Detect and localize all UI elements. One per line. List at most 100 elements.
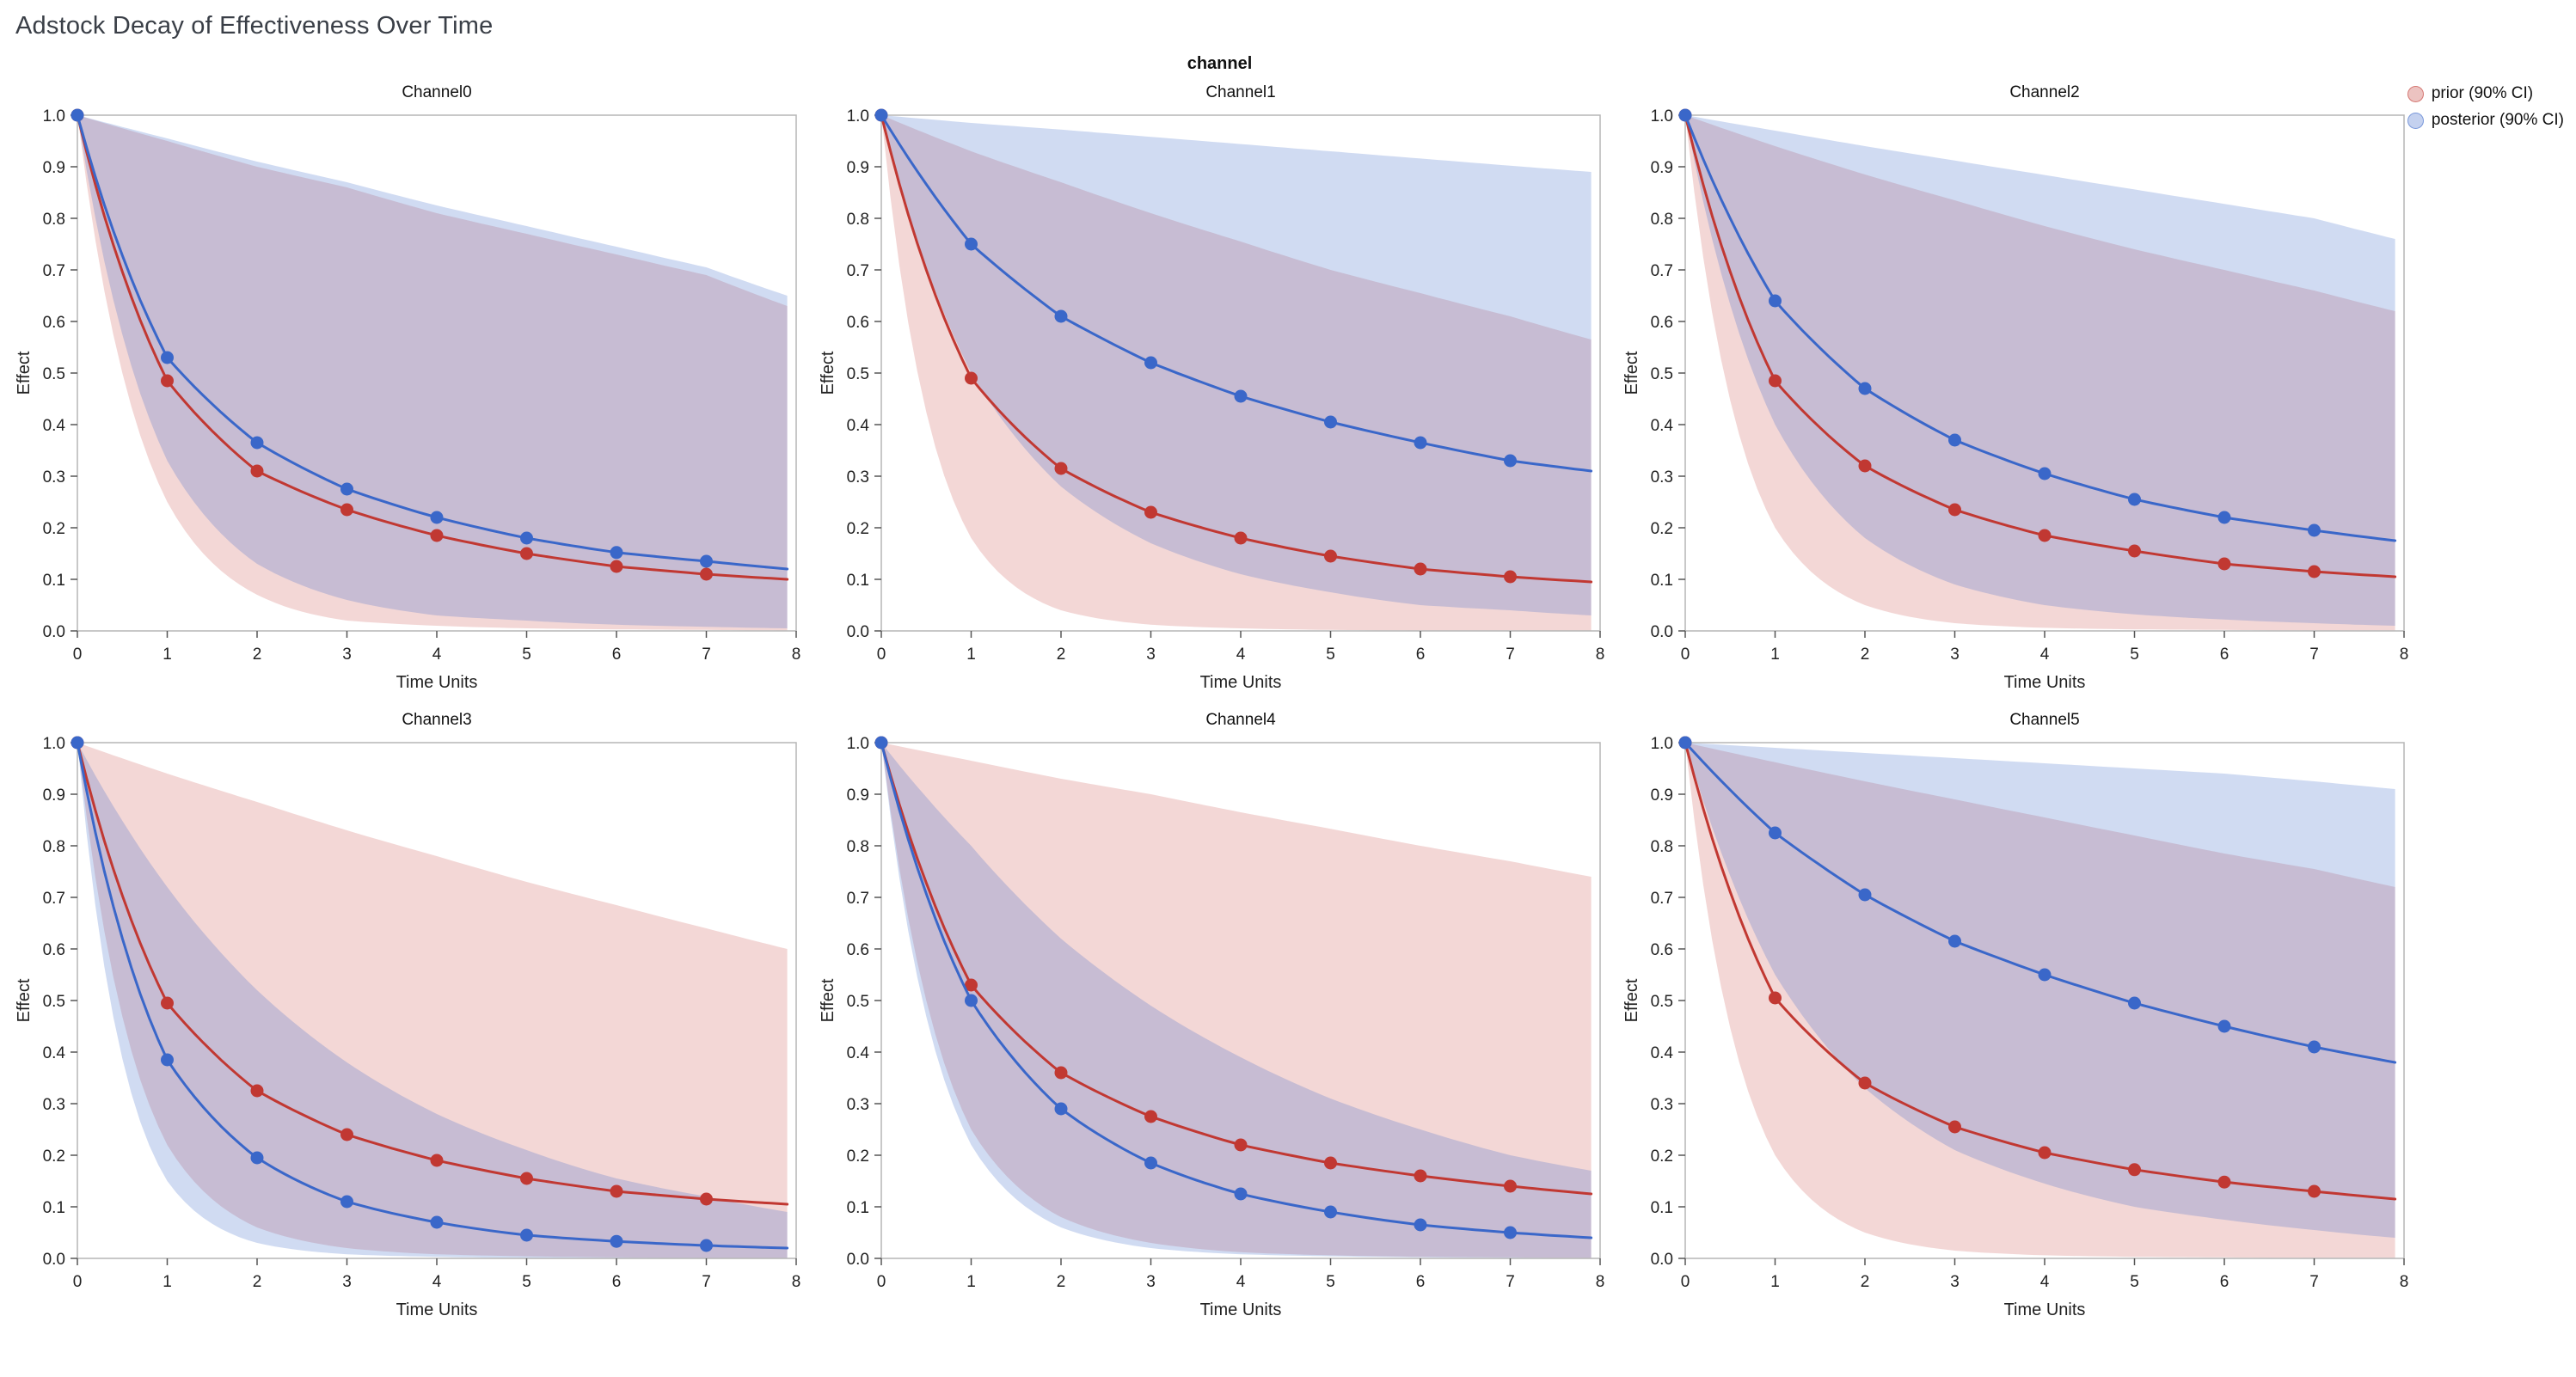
posterior-point	[2217, 1019, 2231, 1033]
y-tick-label: 1.0	[43, 735, 65, 753]
prior-point	[1769, 374, 1782, 388]
subplot-title: Channel2	[2009, 83, 2079, 101]
prior-point	[700, 1192, 713, 1206]
prior-ci-band	[881, 115, 1592, 631]
x-axis-label: Time Units	[1200, 673, 1282, 692]
x-tick-label: 7	[1506, 646, 1515, 664]
x-tick-label: 3	[1146, 646, 1156, 664]
prior-ci-band	[1685, 115, 2395, 631]
x-tick-label: 2	[1057, 1273, 1066, 1291]
posterior-point	[1678, 108, 1692, 122]
prior-point	[1054, 1066, 1068, 1080]
posterior-point	[1504, 454, 1517, 468]
x-tick-label: 7	[702, 646, 711, 664]
posterior-point	[2038, 968, 2052, 982]
posterior-point	[2128, 996, 2141, 1010]
prior-point	[250, 1084, 264, 1098]
x-tick-label: 4	[432, 646, 442, 664]
posterior-point	[1324, 1205, 1337, 1219]
subplot-channel5: 0 1 2 3 4 5 6 7 8 0.0 0.1 0.2 0.3 0.4 0.5 0.6 0.7 0.8 0.9 1…	[1622, 704, 2426, 1331]
x-tick-label: 4	[2040, 646, 2050, 664]
y-tick-label: 0.6	[1651, 314, 1673, 332]
x-tick-label: 7	[1506, 1273, 1515, 1291]
prior-point	[1769, 991, 1782, 1005]
legend: prior (90% CI) posterior (90% CI)	[2407, 84, 2564, 130]
posterior-point	[700, 554, 713, 568]
subplot-title: Channel3	[402, 711, 471, 729]
y-tick-label: 0.2	[1651, 1148, 1673, 1166]
prior-point	[2038, 1146, 2052, 1160]
posterior-point	[874, 736, 888, 750]
x-tick-label: 0	[877, 1273, 886, 1291]
x-tick-label: 6	[612, 646, 622, 664]
y-tick-label: 1.0	[847, 735, 869, 753]
x-tick-label: 8	[2400, 646, 2409, 664]
prior-point	[1858, 1076, 1872, 1090]
y-tick-label: 0.2	[1651, 520, 1673, 538]
prior-point	[2217, 557, 2231, 571]
x-tick-label: 2	[1861, 646, 1870, 664]
posterior-point	[1054, 309, 1068, 323]
legend-label: prior (90% CI)	[2431, 84, 2534, 102]
x-tick-label: 5	[2130, 1273, 2139, 1291]
x-tick-label: 0	[1681, 646, 1690, 664]
prior-ci-band	[77, 743, 788, 1258]
posterior-point	[1769, 294, 1782, 308]
posterior-point	[1678, 736, 1692, 750]
page-title: Adstock Decay of Effectiveness Over Time	[15, 12, 494, 40]
subplot-title: Channel4	[1205, 711, 1276, 729]
prior-point	[430, 1154, 444, 1167]
prior-point	[965, 371, 978, 385]
x-axis-label: Time Units	[2004, 1300, 2086, 1319]
x-tick-label: 4	[1236, 1273, 1246, 1291]
y-tick-label: 0.5	[43, 993, 65, 1011]
x-tick-label: 4	[2040, 1273, 2050, 1291]
prior-point	[2217, 1175, 2231, 1189]
y-tick-label: 0.2	[847, 520, 869, 538]
subplot-channel2: 0 1 2 3 4 5 6 7 8 0.0 0.1 0.2 0.3 0.4 0.5 0.6 0.7 0.8 0.9 1…	[1622, 76, 2426, 704]
y-tick-label: 0.1	[847, 1199, 869, 1217]
x-tick-label: 3	[1950, 646, 1960, 664]
x-axis-label: Time Units	[396, 1300, 478, 1319]
posterior-point	[520, 1228, 533, 1242]
prior-point	[965, 978, 978, 992]
posterior-point	[1948, 433, 1961, 447]
x-tick-label: 8	[2400, 1273, 2409, 1291]
prior-point	[610, 1184, 623, 1198]
y-tick-label: 1.0	[1651, 107, 1673, 125]
posterior-point	[161, 351, 174, 364]
figure-suptitle: channel	[1187, 54, 1253, 73]
y-tick-label: 0.3	[1651, 468, 1673, 487]
prior-point	[520, 1172, 533, 1185]
x-tick-label: 8	[1596, 646, 1605, 664]
prior-point	[2308, 565, 2321, 578]
prior-point	[1858, 459, 1872, 473]
chart-canvas-channel0: 0 1 2 3 4 5 6 7 8 0.0 0.1 0.2 0.3 0.4 0.5 0.6 0.7 0.8 0.9 1…	[15, 83, 800, 692]
x-axis-label: Time Units	[2004, 673, 2086, 692]
y-tick-label: 0.9	[847, 159, 869, 177]
y-tick-label: 0.5	[847, 365, 869, 383]
prior-point	[1324, 1156, 1337, 1170]
y-tick-label: 0.2	[43, 520, 65, 538]
posterior-point	[965, 994, 978, 1007]
x-tick-label: 7	[2309, 646, 2319, 664]
x-tick-label: 0	[73, 1273, 83, 1291]
y-tick-label: 0.5	[1651, 365, 1673, 383]
y-tick-label: 0.8	[1651, 211, 1673, 229]
legend-marker-icon	[2407, 85, 2424, 102]
subplot-channel3: 0 1 2 3 4 5 6 7 8 0.0 0.1 0.2 0.3 0.4 0.5 0.6 0.7 0.8 0.9 1…	[14, 704, 818, 1331]
y-tick-label: 0.4	[847, 417, 870, 435]
y-tick-label: 0.5	[847, 993, 869, 1011]
subplot-channel1: 0 1 2 3 4 5 6 7 8 0.0 0.1 0.2 0.3 0.4 0.5 0.6 0.7 0.8 0.9 1…	[818, 76, 1622, 704]
y-tick-label: 0.6	[1651, 941, 1673, 959]
prior-point	[1948, 503, 1961, 517]
x-tick-label: 6	[612, 1273, 622, 1291]
y-tick-label: 0.2	[43, 1148, 65, 1166]
x-tick-label: 5	[1326, 646, 1335, 664]
posterior-point	[874, 108, 888, 122]
x-tick-label: 8	[1596, 1273, 1605, 1291]
posterior-ci-band	[77, 115, 788, 628]
y-tick-label: 0.7	[847, 890, 869, 908]
x-tick-label: 5	[522, 1273, 531, 1291]
y-tick-label: 0.7	[1651, 890, 1673, 908]
